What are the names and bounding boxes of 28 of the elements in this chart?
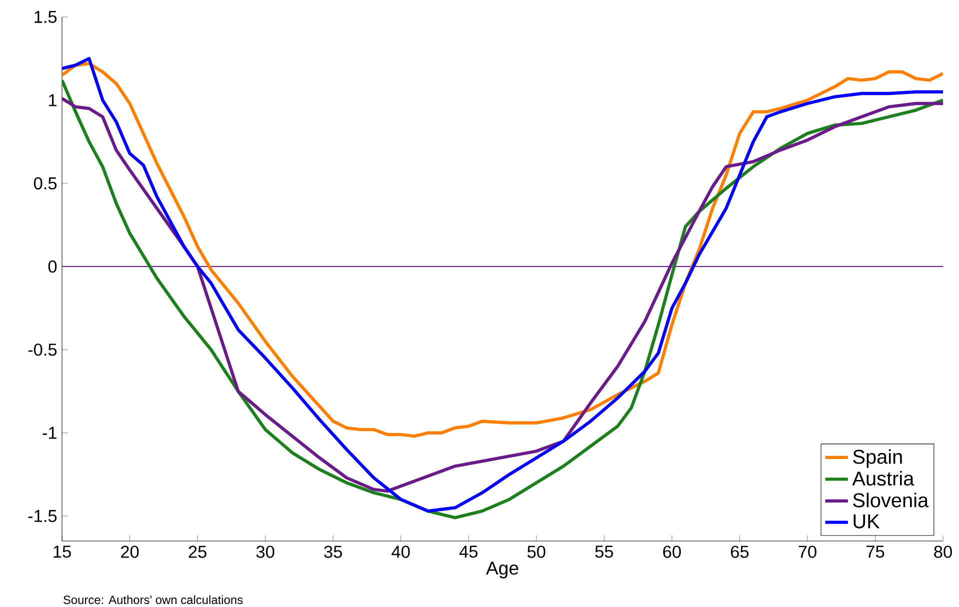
x-tick-label: 35 [324, 546, 342, 558]
x-tick-label: 40 [392, 546, 410, 558]
x-axis-title: Age [486, 562, 518, 578]
x-tick-label: 20 [121, 546, 139, 558]
x-tick-label: 25 [188, 546, 206, 558]
x-tick-label: 70 [798, 546, 816, 558]
y-tick-label: 1 [49, 94, 56, 106]
x-tick-label: 30 [256, 546, 274, 558]
y-tick-label: -1.5 [28, 510, 57, 522]
y-tick-label: 0.5 [34, 177, 57, 190]
y-tick-label: 0 [48, 260, 57, 273]
y-tick-label: -0.5 [28, 344, 57, 356]
x-tick-label: 60 [663, 546, 681, 558]
source-note: Source: Authors' own calculations [63, 595, 243, 604]
x-tick-label: 80 [934, 546, 952, 558]
line-series [62, 62, 943, 438]
x-tick-label: 15 [54, 546, 71, 558]
legend-label: Slovenia [853, 492, 929, 508]
y-tick-label: -1 [42, 426, 56, 439]
legend-label: Spain [853, 449, 902, 468]
x-tick-label: 75 [866, 546, 884, 558]
x-tick-label: 55 [595, 546, 614, 558]
y-tick-label: 1.5 [34, 10, 57, 24]
legend-label: Austria [852, 470, 914, 486]
x-tick-label: 65 [730, 546, 749, 558]
legend-label: UK [854, 514, 880, 528]
x-tick-label: 45 [459, 546, 478, 558]
x-tick-label: 50 [527, 546, 546, 558]
